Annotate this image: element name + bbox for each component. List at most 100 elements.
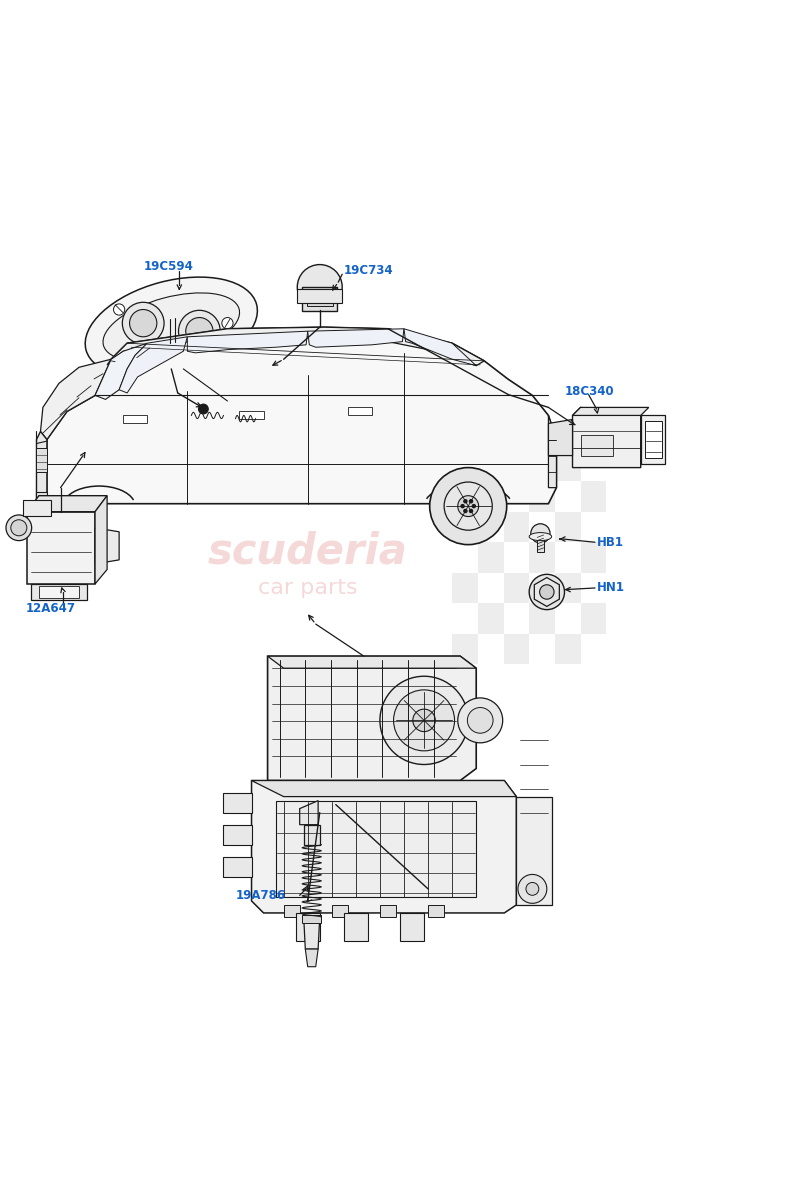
Polygon shape [251, 780, 516, 797]
Circle shape [464, 509, 467, 512]
Polygon shape [107, 328, 484, 366]
Polygon shape [95, 496, 107, 584]
Polygon shape [308, 329, 404, 347]
Circle shape [464, 499, 467, 503]
Text: 18C340: 18C340 [565, 385, 614, 398]
Bar [39, 587, 79, 599]
Bar [276, 800, 476, 896]
Polygon shape [224, 792, 251, 812]
Circle shape [129, 310, 157, 337]
Bar [580, 542, 606, 572]
Polygon shape [224, 824, 251, 845]
Polygon shape [27, 511, 95, 584]
Text: car parts: car parts [258, 578, 357, 598]
Polygon shape [304, 824, 320, 845]
Bar [452, 511, 478, 542]
Polygon shape [47, 328, 557, 504]
Polygon shape [516, 797, 553, 905]
Polygon shape [267, 656, 476, 780]
Polygon shape [645, 421, 663, 458]
Bar [555, 572, 580, 604]
Bar [580, 604, 606, 634]
Circle shape [540, 584, 554, 599]
Bar [580, 436, 612, 456]
Ellipse shape [85, 277, 258, 377]
Polygon shape [23, 499, 51, 516]
Circle shape [458, 698, 503, 743]
Polygon shape [36, 432, 47, 504]
Polygon shape [428, 905, 444, 917]
Polygon shape [40, 359, 112, 439]
Polygon shape [27, 496, 107, 511]
Polygon shape [305, 949, 318, 967]
Circle shape [472, 504, 475, 508]
Bar [347, 408, 372, 415]
Bar [503, 572, 529, 604]
Bar [307, 292, 333, 306]
Bar [478, 481, 503, 511]
Circle shape [531, 523, 550, 544]
Bar [555, 634, 580, 664]
Polygon shape [549, 415, 557, 487]
Circle shape [137, 347, 149, 359]
Bar [478, 604, 503, 634]
Circle shape [6, 515, 32, 541]
Polygon shape [573, 408, 641, 468]
Bar [503, 634, 529, 664]
Circle shape [529, 575, 565, 610]
Text: scuderia: scuderia [208, 530, 408, 572]
Bar [529, 604, 555, 634]
Bar [239, 412, 263, 420]
Circle shape [467, 708, 493, 733]
Circle shape [469, 509, 473, 512]
Text: 19C594: 19C594 [143, 260, 193, 274]
Ellipse shape [103, 293, 239, 361]
Bar [302, 287, 338, 311]
Circle shape [526, 882, 539, 895]
Polygon shape [170, 367, 189, 376]
Circle shape [113, 304, 124, 316]
Circle shape [458, 496, 478, 516]
Bar [452, 572, 478, 604]
Bar [503, 451, 529, 481]
Bar [529, 542, 555, 572]
Polygon shape [400, 913, 424, 941]
Polygon shape [549, 420, 573, 456]
Bar [537, 533, 544, 552]
Bar [478, 542, 503, 572]
Circle shape [413, 709, 436, 732]
Bar [555, 451, 580, 481]
Polygon shape [534, 577, 559, 606]
Polygon shape [641, 415, 665, 463]
Text: HN1: HN1 [596, 582, 625, 594]
Ellipse shape [529, 533, 552, 541]
Polygon shape [267, 656, 476, 668]
Bar [452, 451, 478, 481]
Circle shape [393, 690, 455, 751]
Circle shape [461, 504, 464, 508]
Circle shape [222, 318, 233, 329]
Circle shape [380, 677, 468, 764]
Circle shape [198, 354, 209, 365]
Circle shape [199, 404, 208, 414]
Bar [503, 511, 529, 542]
Polygon shape [95, 528, 119, 564]
Circle shape [122, 302, 164, 344]
Circle shape [11, 520, 27, 536]
Polygon shape [36, 448, 47, 472]
Polygon shape [187, 331, 308, 353]
Polygon shape [251, 780, 516, 913]
Bar [123, 415, 147, 424]
Bar [580, 481, 606, 511]
Bar [555, 511, 580, 542]
Polygon shape [304, 917, 320, 949]
Text: HB1: HB1 [596, 535, 624, 548]
Circle shape [444, 482, 492, 530]
Polygon shape [332, 905, 347, 917]
Text: 19A786: 19A786 [235, 889, 285, 901]
Polygon shape [380, 905, 396, 917]
Polygon shape [344, 913, 368, 941]
Polygon shape [36, 492, 47, 499]
Circle shape [469, 499, 473, 503]
Circle shape [297, 264, 343, 310]
